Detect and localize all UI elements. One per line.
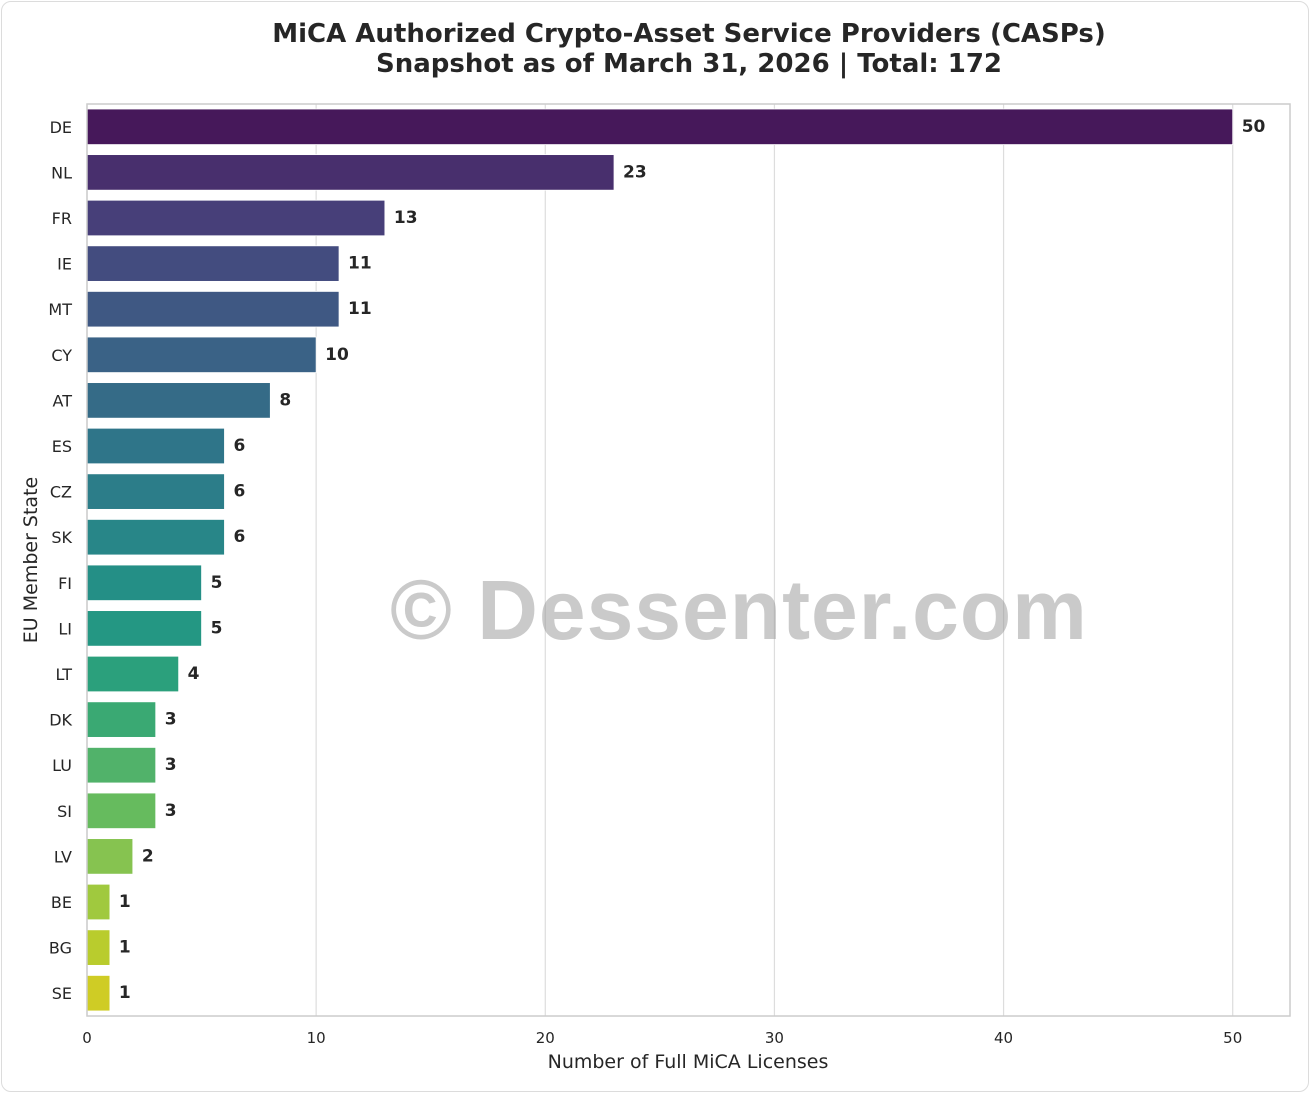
- value-label: 11: [348, 254, 372, 274]
- category-label: ES: [52, 437, 72, 456]
- value-label: 2: [142, 846, 154, 866]
- category-label: LV: [54, 847, 72, 866]
- bar-lv: [86, 838, 134, 875]
- bar-lt: [86, 655, 180, 693]
- bar-mt: [86, 291, 340, 328]
- bar-ie: [86, 245, 340, 282]
- value-label: 6: [233, 527, 245, 547]
- category-label: NL: [51, 163, 72, 182]
- bar-fr: [86, 199, 386, 237]
- category-label: DE: [50, 118, 72, 137]
- watermark: © Dessenter.com: [390, 563, 1088, 657]
- bar-dk: [86, 701, 157, 738]
- value-label: 13: [394, 208, 418, 228]
- category-label: BE: [51, 893, 72, 912]
- x-tick-label: 40: [994, 1029, 1013, 1047]
- x-tick-label: 0: [82, 1029, 92, 1047]
- category-label: SI: [57, 802, 72, 821]
- category-label: MT: [48, 300, 72, 319]
- value-label: 5: [211, 573, 223, 593]
- value-label: 6: [233, 436, 245, 456]
- bar-lu: [86, 747, 157, 784]
- value-label: 3: [165, 801, 177, 821]
- value-label: 11: [348, 299, 372, 319]
- bar-sk: [86, 519, 225, 556]
- value-label: 5: [211, 618, 223, 638]
- category-label: CZ: [50, 483, 72, 502]
- value-label: 3: [165, 710, 177, 730]
- category-label: LI: [58, 619, 72, 638]
- x-tick-label: 30: [765, 1029, 784, 1047]
- value-label: 50: [1242, 117, 1266, 137]
- bar-fi: [86, 564, 202, 601]
- category-label: DK: [49, 711, 72, 730]
- bar-at: [86, 382, 271, 419]
- x-tick-label: 10: [307, 1029, 326, 1047]
- bar-si: [86, 792, 157, 829]
- x-tick-labels: 0 10 20 30 40 50: [82, 1029, 1242, 1047]
- category-label: LU: [52, 756, 72, 775]
- x-axis-label: Number of Full MiCA Licenses: [548, 1051, 829, 1073]
- bar-de: [86, 108, 1234, 145]
- value-label: 4: [188, 664, 200, 684]
- plot-area-border: [86, 103, 1291, 1017]
- bars: [86, 108, 1234, 1012]
- value-label: 6: [233, 482, 245, 502]
- category-label: CY: [51, 346, 72, 365]
- category-label: AT: [53, 391, 73, 410]
- bar-se: [86, 975, 111, 1012]
- category-label: FR: [52, 209, 72, 228]
- x-tick-label: 20: [536, 1029, 555, 1047]
- category-label: BG: [49, 939, 72, 958]
- bar-nl: [86, 154, 615, 191]
- bar-cz: [86, 473, 225, 510]
- y-axis-label: EU Member State: [20, 477, 42, 643]
- category-label: IE: [57, 255, 72, 274]
- bar-li: [86, 610, 202, 647]
- value-label: 23: [623, 162, 647, 182]
- value-label: 1: [119, 938, 131, 958]
- value-label: 10: [325, 345, 349, 365]
- bar-bg: [86, 929, 111, 966]
- chart-subtitle: Snapshot as of March 31, 2026 | Total: 1…: [375, 49, 1003, 79]
- value-label: 1: [119, 983, 131, 1003]
- category-label: FI: [58, 574, 72, 593]
- x-tick-label: 50: [1223, 1029, 1242, 1047]
- category-label: LT: [56, 665, 73, 684]
- category-label: SE: [52, 984, 72, 1003]
- value-label: 1: [119, 892, 131, 912]
- chart-title: MiCA Authorized Crypto-Asset Service Pro…: [272, 19, 1106, 49]
- bar-be: [86, 883, 111, 921]
- value-label: 3: [165, 755, 177, 775]
- category-labels: DE NL FR IE MT CY AT ES CZ SK FI LI LT DK LU SI LV BE BG SE: [48, 118, 72, 1003]
- value-label: 8: [279, 390, 291, 410]
- grid-lines: [86, 104, 1234, 1016]
- bar-cy: [86, 336, 317, 373]
- bar-es: [86, 427, 225, 465]
- category-label: SK: [51, 528, 72, 547]
